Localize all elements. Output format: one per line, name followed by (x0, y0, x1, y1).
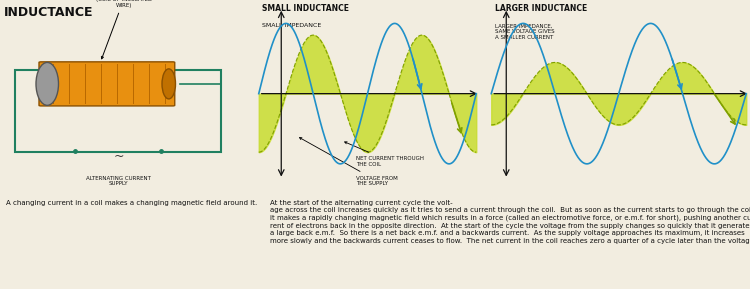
Bar (15, 70, 221, 152)
Text: NET CURRENT THROUGH
THE COIL: NET CURRENT THROUGH THE COIL (345, 142, 424, 167)
Text: INDUCTANCE: INDUCTANCE (4, 6, 93, 19)
Ellipse shape (162, 69, 176, 99)
Text: ALTERNATING CURRENT
SUPPLY: ALTERNATING CURRENT SUPPLY (86, 175, 151, 186)
Text: LARGER INDUCTANCE: LARGER INDUCTANCE (495, 4, 587, 13)
Text: SMALL INDUCTANCE: SMALL INDUCTANCE (262, 4, 350, 13)
Ellipse shape (36, 62, 58, 105)
Text: VOLTAGE FROM
THE SUPPLY: VOLTAGE FROM THE SUPPLY (299, 138, 398, 186)
FancyBboxPatch shape (39, 62, 175, 106)
Text: A changing current in a coil makes a changing magnetic field around it.: A changing current in a coil makes a cha… (6, 200, 257, 206)
Text: INDUCTOR
(COIL OF INSULATED
WIRE): INDUCTOR (COIL OF INSULATED WIRE) (96, 0, 152, 59)
Text: SMALL IMPEDANCE: SMALL IMPEDANCE (262, 23, 322, 28)
Text: ~: ~ (113, 150, 124, 162)
Text: LARGER IMPEDANCE,
SAME VOLTAGE GIVES
A SMALLER CURRENT: LARGER IMPEDANCE, SAME VOLTAGE GIVES A S… (495, 23, 554, 40)
Text: At the start of the alternating current cycle the volt-
age across the coil incr: At the start of the alternating current … (270, 200, 750, 244)
